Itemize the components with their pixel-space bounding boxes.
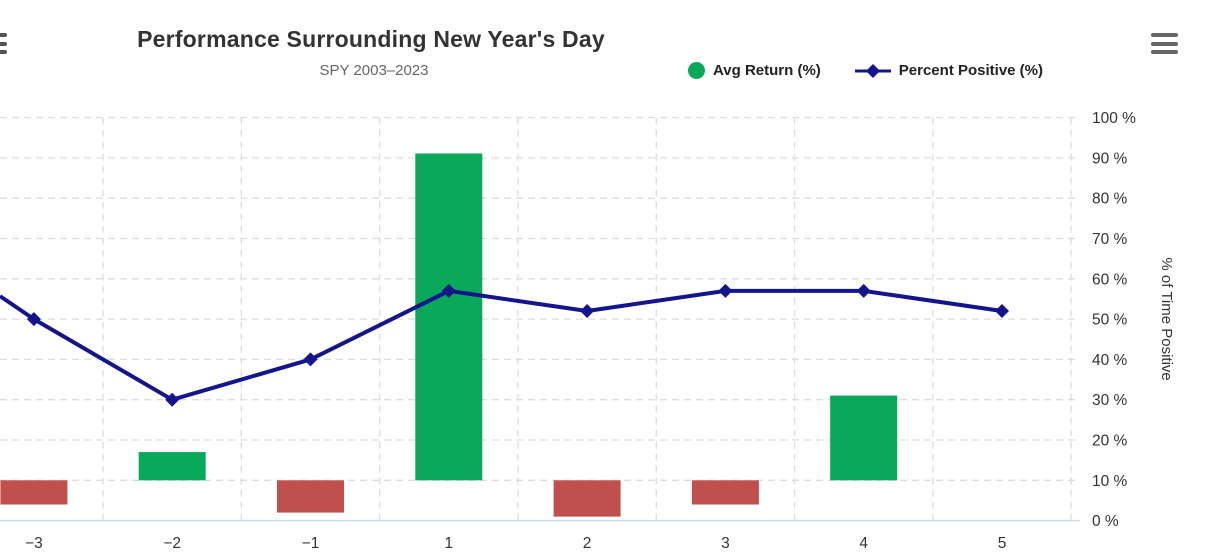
cropped-left-menu-icon: [0, 33, 7, 59]
x-axis-label: −1: [302, 535, 320, 552]
line-point-marker[interactable]: [995, 304, 1009, 319]
x-axis-label: −3: [25, 535, 43, 552]
y-axis-tick-label: 0 %: [1092, 513, 1119, 530]
y-axis-tick-label: 90 %: [1092, 150, 1128, 167]
hamburger-menu-icon[interactable]: [1151, 33, 1178, 59]
line-point-marker[interactable]: [165, 392, 180, 407]
x-axis-label: 2: [583, 535, 592, 552]
line-point-marker[interactable]: [718, 283, 733, 298]
line-point-marker[interactable]: [580, 304, 595, 319]
bar-avg-return-negative[interactable]: [0, 480, 68, 505]
legend-item-avg-return[interactable]: Avg Return (%): [688, 62, 821, 79]
bar-avg-return-positive[interactable]: [415, 153, 483, 481]
bar-avg-return-positive[interactable]: [830, 395, 898, 481]
bar-avg-return-negative[interactable]: [553, 480, 621, 517]
green-circle-icon: [688, 62, 705, 79]
legend-label: Avg Return (%): [713, 62, 821, 79]
y-axis-title: % of Time Positive: [1158, 257, 1175, 380]
y-axis-tick-label: 20 %: [1092, 433, 1128, 450]
y-axis-tick-label: 10 %: [1092, 473, 1128, 490]
legend-item-percent-positive[interactable]: Percent Positive (%): [854, 62, 1043, 79]
y-axis-tick-label: 50 %: [1092, 312, 1128, 329]
y-axis-tick-label: 40 %: [1092, 352, 1128, 369]
bar-avg-return-negative[interactable]: [691, 480, 759, 505]
legend: Avg Return (%) Percent Positive (%): [688, 62, 1043, 79]
bar-avg-return-negative[interactable]: [277, 480, 344, 513]
chart-subtitle: SPY 2003–2023: [319, 62, 429, 79]
line-point-marker[interactable]: [26, 312, 41, 327]
x-axis-label: 4: [859, 535, 868, 552]
x-axis-label: 5: [998, 535, 1007, 552]
chart-title: Performance Surrounding New Year's Day: [137, 26, 605, 52]
line-point-marker[interactable]: [856, 283, 871, 298]
bar-avg-return-positive[interactable]: [138, 452, 206, 481]
y-axis-tick-label: 100 %: [1092, 110, 1136, 127]
y-axis-tick-label: 70 %: [1092, 231, 1128, 248]
line-point-marker[interactable]: [441, 283, 456, 298]
line-point-marker[interactable]: [303, 352, 318, 367]
y-axis-tick-label: 80 %: [1092, 191, 1128, 208]
navy-diamond-line-icon: [854, 63, 891, 78]
y-axis-tick-label: 60 %: [1092, 271, 1128, 288]
y-axis-tick-label: 30 %: [1092, 392, 1128, 409]
x-axis-label: 3: [721, 535, 730, 552]
legend-label: Percent Positive (%): [898, 62, 1043, 79]
x-axis-label: −2: [163, 535, 181, 552]
percent-positive-line: [0, 288, 1003, 402]
x-axis-label: 1: [444, 535, 453, 552]
